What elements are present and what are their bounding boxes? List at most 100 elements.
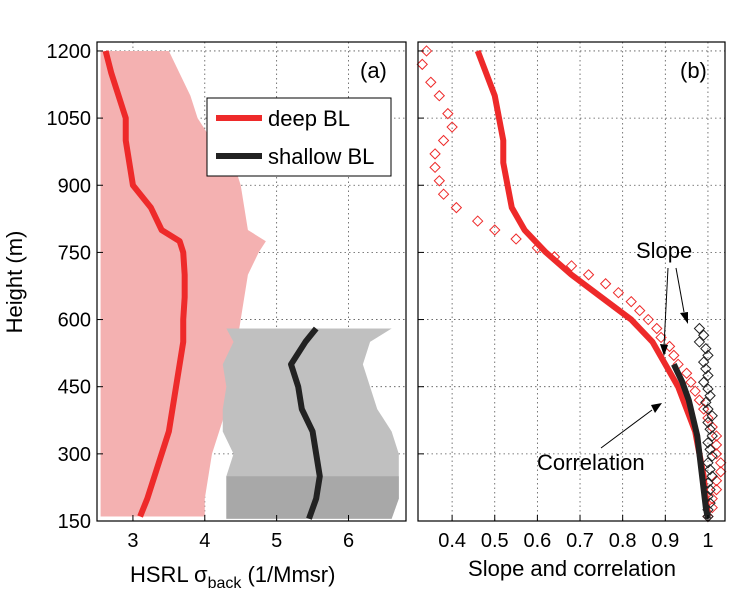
marker-deep-bl-slope-16 bbox=[548, 251, 561, 263]
marker-shallow-bl-slope-7 bbox=[702, 369, 714, 382]
marker-shallow-bl-slope-22 bbox=[706, 470, 718, 482]
marker-deep-bl-slope-3 bbox=[433, 90, 446, 102]
marker-shallow-bl-slope-2 bbox=[693, 336, 706, 348]
marker-deep-bl-slope-4 bbox=[442, 107, 454, 120]
marker-deep-bl-slope-2 bbox=[425, 76, 437, 88]
marker-deep-bl-slope-13 bbox=[489, 224, 501, 236]
panel-a-y-axis-label: Height (m) bbox=[2, 231, 27, 334]
legend-box bbox=[206, 97, 392, 177]
marker-deep-bl-slope-18 bbox=[582, 269, 595, 281]
annotation-correlation-arrowhead bbox=[651, 403, 662, 413]
annotation-slope-arrowhead-2 bbox=[680, 312, 688, 324]
marker-deep-bl-slope-12 bbox=[471, 215, 484, 227]
marker-shallow-bl-slope-1 bbox=[697, 329, 710, 341]
marker-shallow-bl-slope-8 bbox=[697, 376, 710, 388]
marker-shallow-bl-slope-10 bbox=[704, 389, 716, 402]
marker-deep-bl-slope-27 bbox=[668, 349, 680, 362]
marker-deep-bl-slope-23 bbox=[642, 313, 654, 326]
mean-line-shallow-bl bbox=[288, 326, 323, 520]
panel-a-x-axis-label: HSRL σback (1/Mmsr) bbox=[130, 562, 335, 592]
marker-deep-bl-slope-31 bbox=[689, 385, 701, 397]
series-shallow-bl-slope bbox=[693, 322, 718, 523]
band-shallow-bl-lower bbox=[226, 476, 399, 519]
panel-a-y-tick-label-3: 600 bbox=[58, 310, 91, 332]
marker-deep-bl-slope-30 bbox=[685, 376, 697, 388]
panel-a-x-tick-label-3: 6 bbox=[343, 530, 354, 552]
annotation-correlation-arrow bbox=[600, 409, 653, 449]
panel-b-x-ticks: 0.4 0.5 0.6 0.7 0.8 0.9 1 bbox=[438, 515, 714, 552]
marker-deep-bl-slope-39 bbox=[715, 457, 727, 469]
panel-b-frame bbox=[417, 41, 726, 522]
marker-deep-bl-slope-7 bbox=[429, 148, 441, 160]
marker-deep-bl-slope-34 bbox=[702, 412, 714, 424]
marker-shallow-bl-slope-17 bbox=[702, 436, 714, 449]
marker-shallow-bl-slope-3 bbox=[700, 342, 712, 355]
panel-a-x-ticks: 3 4 5 6 bbox=[127, 515, 354, 552]
panel-a-y-tick-label-6: 1050 bbox=[47, 108, 92, 130]
marker-deep-bl-slope-19 bbox=[599, 278, 612, 290]
marker-deep-bl-slope-17 bbox=[565, 260, 578, 272]
panel-b-series bbox=[416, 45, 727, 523]
marker-shallow-bl-slope-4 bbox=[702, 349, 714, 362]
legend-label-shallow-bl: shallow BL bbox=[268, 144, 374, 169]
panel-b-x-tick-label-1: 0.5 bbox=[481, 530, 509, 552]
annotation-slope: Slope bbox=[636, 238, 692, 263]
panel-a-y-tick-label-7: 1200 bbox=[47, 41, 92, 63]
marker-deep-bl-slope-40 bbox=[715, 466, 727, 478]
panel-a-y-tick-label-2: 450 bbox=[58, 377, 91, 399]
marker-shallow-bl-slope-23 bbox=[702, 477, 714, 489]
panel-b-x-tick-label-2: 0.6 bbox=[523, 530, 551, 552]
marker-deep-bl-slope-9 bbox=[433, 175, 446, 187]
marker-deep-bl-slope-24 bbox=[651, 322, 663, 335]
annotation-slope-arrow-2 bbox=[675, 267, 685, 313]
mean-line-deep-bl bbox=[102, 50, 188, 518]
marker-shallow-bl-slope-19 bbox=[706, 450, 718, 462]
marker-deep-bl-slope-21 bbox=[625, 295, 637, 308]
panel-a-y-tick-label-0: 150 bbox=[58, 511, 91, 533]
marker-shallow-bl-slope-5 bbox=[697, 356, 710, 368]
panel-b-x-axis-label: Slope and correlation bbox=[468, 556, 676, 581]
marker-shallow-bl-slope-11 bbox=[700, 396, 712, 409]
panel-b-x-tick-label-5: 0.9 bbox=[651, 530, 679, 552]
marker-deep-bl-slope-5 bbox=[446, 121, 458, 133]
panel-b-label: (b) bbox=[680, 58, 707, 83]
panel-b-x-tick-label-0: 0.4 bbox=[438, 530, 466, 552]
panel-b: 0.4 0.5 0.6 0.7 0.8 0.9 1 (b) Slope Correlatio… bbox=[416, 41, 727, 581]
panel-b-x-tick-label-3: 0.7 bbox=[566, 530, 594, 552]
marker-shallow-bl-slope-26 bbox=[704, 497, 716, 509]
marker-shallow-bl-slope-9 bbox=[702, 383, 714, 395]
marker-deep-bl-slope-14 bbox=[510, 233, 522, 245]
annotation-slope-arrow-1 bbox=[663, 267, 669, 347]
panel-a-y-ticks: 150 300 450 600 750 900 1050 1200 bbox=[47, 41, 103, 533]
annotation-correlation: Correlation bbox=[537, 450, 645, 475]
legend-label-deep-bl: deep BL bbox=[268, 106, 350, 131]
marker-deep-bl-slope-32 bbox=[693, 394, 706, 406]
panel-a-lines bbox=[102, 50, 323, 520]
marker-shallow-bl-slope-13 bbox=[706, 410, 718, 422]
marker-shallow-bl-slope-21 bbox=[704, 463, 716, 476]
panel-a-frame bbox=[96, 41, 407, 522]
marker-deep-bl-slope-43 bbox=[706, 492, 718, 505]
panel-a-x-tick-label-1: 4 bbox=[199, 530, 210, 552]
marker-shallow-bl-slope-27 bbox=[702, 504, 714, 516]
annotation-slope-arrowhead-1 bbox=[660, 344, 668, 356]
panel-a-x-tick-label-2: 5 bbox=[271, 530, 282, 552]
marker-shallow-bl-slope-15 bbox=[704, 423, 716, 435]
panel-b-x-tick-label-6: 1 bbox=[702, 530, 713, 552]
marker-shallow-bl-slope-20 bbox=[702, 457, 714, 469]
panel-a: 3 4 5 6 150 300 450 600 750 900 1050 1200 (a) deep… bbox=[2, 41, 407, 592]
marker-deep-bl-slope-0 bbox=[420, 45, 433, 57]
marker-deep-bl-slope-26 bbox=[663, 340, 676, 353]
marker-shallow-bl-slope-25 bbox=[702, 490, 714, 503]
marker-shallow-bl-slope-14 bbox=[702, 416, 714, 429]
marker-shallow-bl-slope-0 bbox=[693, 322, 706, 335]
panel-a-label: (a) bbox=[360, 58, 387, 83]
marker-deep-bl-slope-20 bbox=[612, 286, 625, 299]
marker-deep-bl-slope-15 bbox=[531, 242, 544, 254]
marker-deep-bl-slope-8 bbox=[429, 161, 441, 174]
panel-a-y-tick-label-4: 750 bbox=[58, 242, 91, 264]
marker-deep-bl-slope-6 bbox=[437, 134, 450, 147]
marker-deep-bl-slope-36 bbox=[710, 430, 723, 442]
marker-deep-bl-slope-33 bbox=[697, 403, 710, 415]
